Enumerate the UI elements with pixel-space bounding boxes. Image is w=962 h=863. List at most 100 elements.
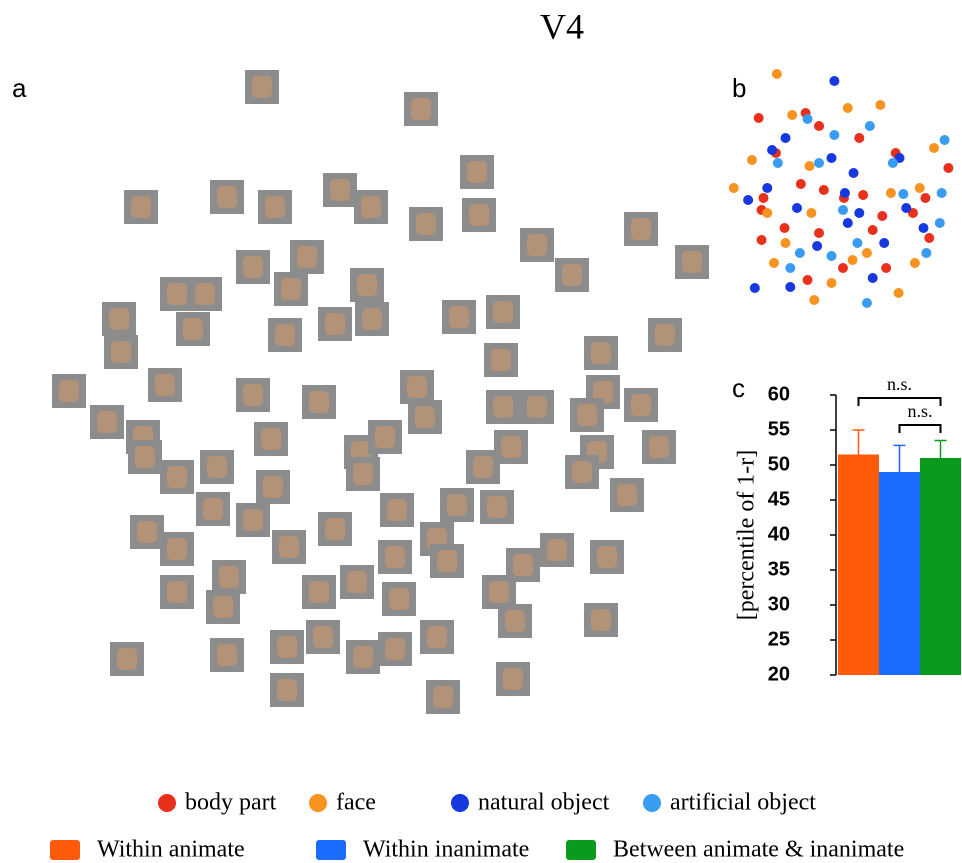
point [924,233,935,243]
thumbnail-content [135,446,155,468]
legend-marker [451,794,469,812]
thumbnail-content [389,588,409,610]
panel-label: c [732,373,745,403]
point [779,223,790,233]
thumbnail-content [213,596,233,618]
point [879,238,890,248]
point [753,113,764,123]
point [749,283,760,293]
thumbnail-content [137,521,157,543]
y-tick-label: 55 [768,418,790,440]
thumbnail-content [219,566,239,588]
thumbnail-content [487,496,507,518]
thumbnail-content [261,428,281,450]
point [842,103,853,113]
thumbnail-content [655,324,675,346]
thumbnail-content [277,679,297,701]
y-tick-label: 30 [768,593,790,615]
point [842,218,853,228]
bar [920,458,961,675]
point [901,203,912,213]
point [826,278,837,288]
y-tick-label: 40 [768,523,790,545]
thumbnail-content [243,384,263,406]
thumbnail-content [195,283,215,305]
thumbnail-content [362,308,382,330]
thumbnail-content [437,550,457,572]
panel-label: a [12,73,27,103]
point [785,263,796,273]
thumbnail-content [97,411,117,433]
point [746,155,757,165]
thumbnail-content [131,196,151,218]
legend-marker [643,794,661,812]
thumbnail-content [167,581,187,603]
thumbnail-content [631,394,651,416]
thumbnail-content [59,380,79,402]
point [767,145,778,155]
thumbnail-content [353,463,373,485]
point [920,193,931,203]
thumbnail-content [491,349,511,371]
thumbnail-content [385,638,405,660]
thumbnail-content [562,264,582,286]
point [934,218,945,228]
point [762,183,773,193]
thumbnail-content [617,484,637,506]
point [867,273,878,283]
thumbnail-content [111,341,131,363]
point [814,158,825,168]
point [854,133,865,143]
thumbnail-content [427,626,447,648]
point [914,183,925,193]
point [769,258,779,268]
thumbnail-content [167,538,187,560]
thumbnail-content [265,196,285,218]
point [814,121,825,131]
thumbnail-content [207,456,227,478]
thumbnail-content [347,571,367,593]
thumbnail-content [527,234,547,256]
point [861,248,872,258]
point [909,258,920,268]
point [787,110,798,120]
thumbnail-content [109,308,129,330]
thumbnail-content [591,609,611,631]
thumbnail-content [493,396,513,418]
thumbnail-content [501,436,521,458]
point [802,275,813,285]
thumbnail-content [547,539,567,561]
thumbnail-content [309,581,329,603]
significance-label: n.s. [907,401,932,421]
thumbnail-content [469,204,489,226]
thumbnail-content [279,536,299,558]
point [802,114,813,124]
thumbnail-content [325,518,345,540]
point [918,223,929,233]
point [838,205,848,215]
point [877,211,888,221]
point [814,228,825,238]
thumbnail-content [281,278,301,300]
legend-label: artificial object [670,790,816,816]
stimulus-images [52,70,709,714]
thumbnail-content [527,396,547,418]
thumbnail-content [387,499,407,521]
thumbnail-content [243,509,263,531]
thumbnail-content [167,466,187,488]
bar [838,454,879,675]
thumbnail-content [297,246,317,268]
thumbnail-content [649,436,669,458]
point [881,263,892,273]
point [743,195,754,205]
thumbnail-content [493,301,513,323]
significance-bracket [898,424,942,433]
point [867,225,878,235]
thumbnail-content [263,476,283,498]
point [838,263,848,273]
thumbnail-content [416,213,436,235]
point [864,121,875,131]
thumbnail-content [217,644,237,666]
point [795,179,806,189]
